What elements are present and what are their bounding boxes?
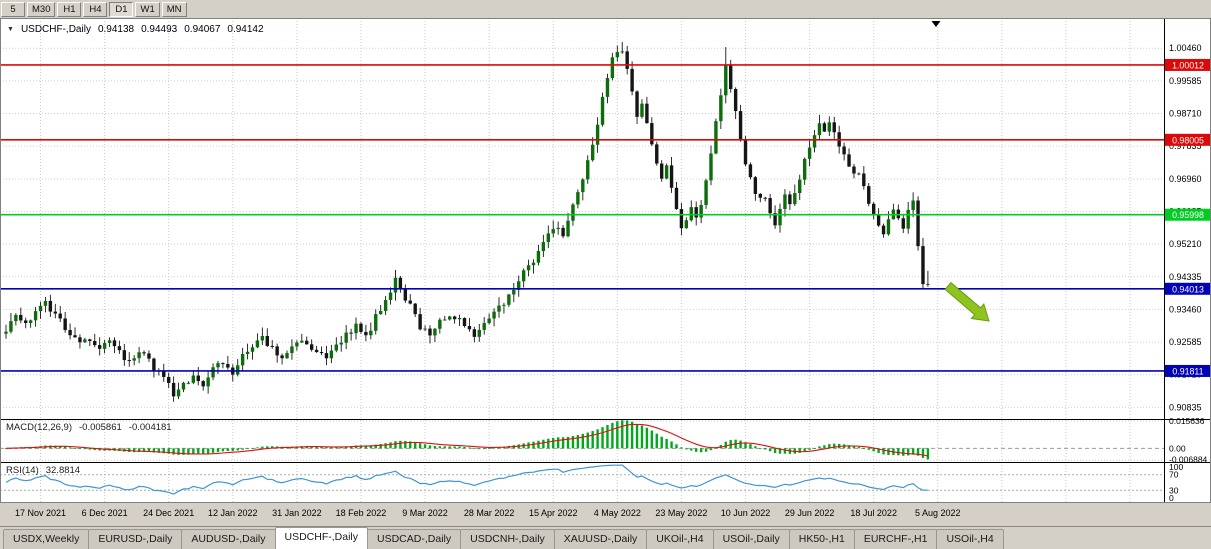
price-level-tag: 0.94013 bbox=[1165, 282, 1211, 295]
symbol-tab-eurusd-daily[interactable]: EURUSD-,Daily bbox=[88, 529, 183, 549]
candlestick-series bbox=[4, 41, 930, 402]
price-level-tag: 1.00012 bbox=[1165, 58, 1211, 71]
date-axis-label: 24 Dec 2021 bbox=[143, 508, 194, 518]
macd-signal-value: -0.004181 bbox=[128, 422, 172, 433]
date-axis-label: 23 May 2022 bbox=[655, 508, 707, 518]
macd-signal-line bbox=[5, 423, 929, 457]
symbol-tab-usoil-daily[interactable]: USOil-,Daily bbox=[712, 529, 790, 549]
rsi-axis-label: 0 bbox=[1169, 493, 1174, 503]
macd-axis-label: 0.015636 bbox=[1169, 416, 1205, 426]
symbol-tab-usdchf-daily[interactable]: USDCHF-,Daily bbox=[274, 527, 369, 549]
rsi-axis-label: 30 bbox=[1169, 485, 1179, 495]
period-button-mn[interactable]: MN bbox=[161, 1, 187, 17]
symbol-tab-ukoil-h4[interactable]: UKOil-,H4 bbox=[646, 529, 714, 549]
macd-indicator-label: MACD(12,26,9) -0.005861 -0.004181 bbox=[6, 422, 172, 433]
date-axis-label: 5 Aug 2022 bbox=[915, 508, 961, 518]
ohlc-high: 0.94493 bbox=[141, 24, 178, 35]
support-resistance-lines[interactable]: 1.00012 0.98005 0.95998 0.94013 0.91811 bbox=[0, 58, 1211, 377]
symbol-tab-bar: USDX,Weekly EURUSD-,Daily AUDUSD-,Daily USD… bbox=[0, 526, 1211, 549]
date-axis-label: 10 Jun 2022 bbox=[721, 508, 771, 518]
date-axis-label: 18 Jul 2022 bbox=[850, 508, 897, 518]
symbol-tab-xauusd-daily[interactable]: XAUUSD-,Daily bbox=[553, 529, 648, 549]
date-axis-label: 15 Apr 2022 bbox=[529, 508, 578, 518]
period-button-w1[interactable]: W1 bbox=[135, 1, 160, 17]
rsi-value: 32.8814 bbox=[45, 465, 81, 476]
date-axis-label: 29 Jun 2022 bbox=[785, 508, 835, 518]
date-axis-label: 31 Jan 2022 bbox=[272, 508, 322, 518]
svg-text:0.95998: 0.95998 bbox=[1172, 210, 1204, 220]
macd-name: MACD(12,26,9) bbox=[6, 422, 72, 433]
date-axis-label: 9 Mar 2022 bbox=[402, 508, 448, 518]
svg-text:1.00012: 1.00012 bbox=[1172, 60, 1204, 70]
symbol-tab-audusd-daily[interactable]: AUDUSD-,Daily bbox=[181, 529, 276, 549]
down-arrow-annotation[interactable] bbox=[944, 281, 990, 322]
chart-area[interactable]: 1.004600.995850.987100.978350.969600.960… bbox=[0, 18, 1211, 523]
ohlc-open: 0.94138 bbox=[97, 24, 135, 35]
period-button-h4[interactable]: H4 bbox=[83, 1, 108, 17]
price-level-tag: 0.98005 bbox=[1165, 133, 1211, 146]
period-button-h1[interactable]: H1 bbox=[57, 1, 82, 17]
date-axis-label: 6 Dec 2021 bbox=[82, 508, 128, 518]
macd-main-value: -0.005861 bbox=[79, 422, 122, 433]
rsi-name: RSI(14) bbox=[6, 465, 39, 476]
price-axis-label: 0.99585 bbox=[1169, 76, 1202, 86]
chart-dropdown-icon[interactable]: ▼ bbox=[7, 26, 14, 33]
symbol-tab-usoil-h4[interactable]: USOil-,H4 bbox=[936, 529, 1004, 549]
rsi-axis-label: 70 bbox=[1169, 470, 1179, 480]
symbol-tab-usdx-weekly[interactable]: USDX,Weekly bbox=[3, 529, 90, 549]
macd-axis-label: -0.006884 bbox=[1169, 454, 1208, 464]
ohlc-close: 0.94142 bbox=[227, 24, 264, 35]
rsi-axis-label: 100 bbox=[1169, 462, 1183, 472]
price-axis-label: 0.95210 bbox=[1169, 239, 1202, 249]
chart-title: ▼ USDCHF-,Daily 0.94138 0.94493 0.94067 … bbox=[7, 24, 264, 35]
price-axis-label: 0.93460 bbox=[1169, 304, 1202, 314]
date-axis-label: 17 Nov 2021 bbox=[15, 508, 66, 518]
timeframe-toolbar: 5 M30 H1 H4 D1 W1 MN bbox=[0, 0, 1211, 18]
price-axis-label: 0.98710 bbox=[1169, 109, 1202, 119]
period-button-d1[interactable]: D1 bbox=[109, 1, 134, 17]
date-axis-label: 18 Feb 2022 bbox=[336, 508, 387, 518]
price-axis-label: 1.00460 bbox=[1169, 43, 1202, 53]
price-axis-label: 0.90835 bbox=[1169, 402, 1202, 412]
chart-shift-marker bbox=[931, 21, 941, 27]
rsi-line bbox=[5, 464, 928, 495]
date-axis-label: 12 Jan 2022 bbox=[208, 508, 258, 518]
svg-text:0.98005: 0.98005 bbox=[1172, 135, 1204, 145]
svg-text:0.94013: 0.94013 bbox=[1172, 284, 1204, 294]
macd-axis-label: 0.00 bbox=[1169, 443, 1186, 453]
symbol-tab-eurchf-h1[interactable]: EURCHF-,H1 bbox=[853, 529, 938, 549]
symbol-tab-usdcnh-daily[interactable]: USDCNH-,Daily bbox=[460, 529, 555, 549]
symbol-tab-usdcad-daily[interactable]: USDCAD-,Daily bbox=[367, 529, 462, 549]
price-axis-label: 0.92585 bbox=[1169, 337, 1202, 347]
price-level-tag: 0.95998 bbox=[1165, 208, 1211, 221]
period-button-m30[interactable]: M30 bbox=[27, 1, 56, 17]
symbol-tab-hk50-h1[interactable]: HK50-,H1 bbox=[788, 529, 855, 549]
ohlc-low: 0.94067 bbox=[184, 24, 221, 35]
date-axis-label: 28 Mar 2022 bbox=[464, 508, 515, 518]
price-axis-label: 0.96960 bbox=[1169, 174, 1202, 184]
period-button-5[interactable]: 5 bbox=[1, 1, 25, 17]
price-level-tag: 0.91811 bbox=[1165, 364, 1211, 377]
price-chart[interactable]: 1.004600.995850.987100.978350.969600.960… bbox=[0, 18, 1211, 523]
grid-lines bbox=[0, 18, 1164, 503]
chart-symbol: USDCHF-,Daily bbox=[20, 24, 91, 35]
date-axis-label: 4 May 2022 bbox=[594, 508, 641, 518]
rsi-indicator-label: RSI(14) 32.8814 bbox=[6, 465, 80, 476]
price-axis-label: 0.94335 bbox=[1169, 272, 1202, 282]
price-axis-label: 0.97835 bbox=[1169, 141, 1202, 151]
svg-text:0.91811: 0.91811 bbox=[1172, 366, 1203, 376]
